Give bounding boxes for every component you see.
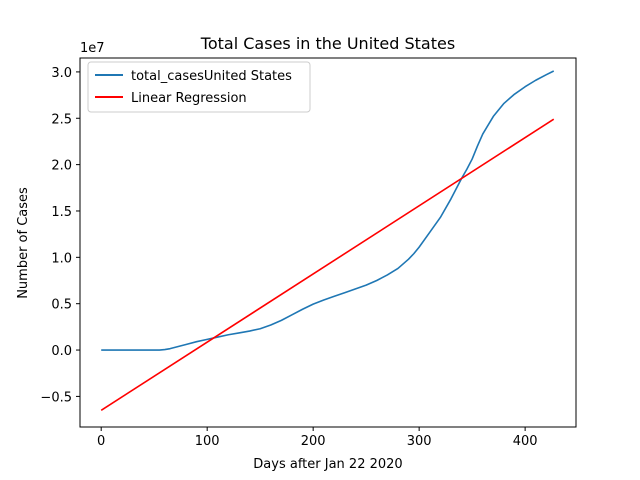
series-line-total-casesunited-states [101, 70, 555, 351]
x-tick-label: 300 [407, 434, 432, 449]
x-axis-label: Days after Jan 22 2020 [253, 457, 402, 472]
y-tick-label: 1.5 [51, 205, 72, 220]
legend-label-total-cases: total_casesUnited States [131, 69, 292, 84]
plot-area-frame [79, 57, 577, 428]
y-tick-label: 1.0 [51, 251, 72, 266]
y-tick-label: 0.5 [51, 298, 72, 313]
legend-label-linear-regression: Linear Regression [131, 91, 247, 106]
y-tick-label: 2.5 [51, 112, 72, 127]
y-axis-ticks: −0.5 0.0 0.5 1.0 1.5 2.0 2.5 3.0 [40, 66, 80, 405]
x-tick-label: 400 [513, 434, 538, 449]
x-tick-label: 0 [97, 434, 105, 449]
series-line-linear-regression [100, 118, 555, 411]
y-tick-label: 2.0 [51, 159, 72, 174]
y-tick-label: 0.0 [51, 344, 72, 359]
y-offset-text: 1e7 [80, 41, 105, 56]
legend: total_casesUnited States Linear Regressi… [87, 61, 311, 113]
chart-title: Total Cases in the United States [200, 34, 455, 53]
legend-box [87, 61, 311, 113]
x-tick-label: 200 [301, 434, 326, 449]
plot-lines [100, 70, 555, 411]
x-tick-label: 100 [195, 434, 220, 449]
y-axis-label: Number of Cases [16, 187, 31, 299]
x-axis-ticks: 0 100 200 300 400 [97, 427, 538, 449]
y-tick-label: −0.5 [40, 390, 72, 405]
y-tick-label: 3.0 [51, 66, 72, 81]
